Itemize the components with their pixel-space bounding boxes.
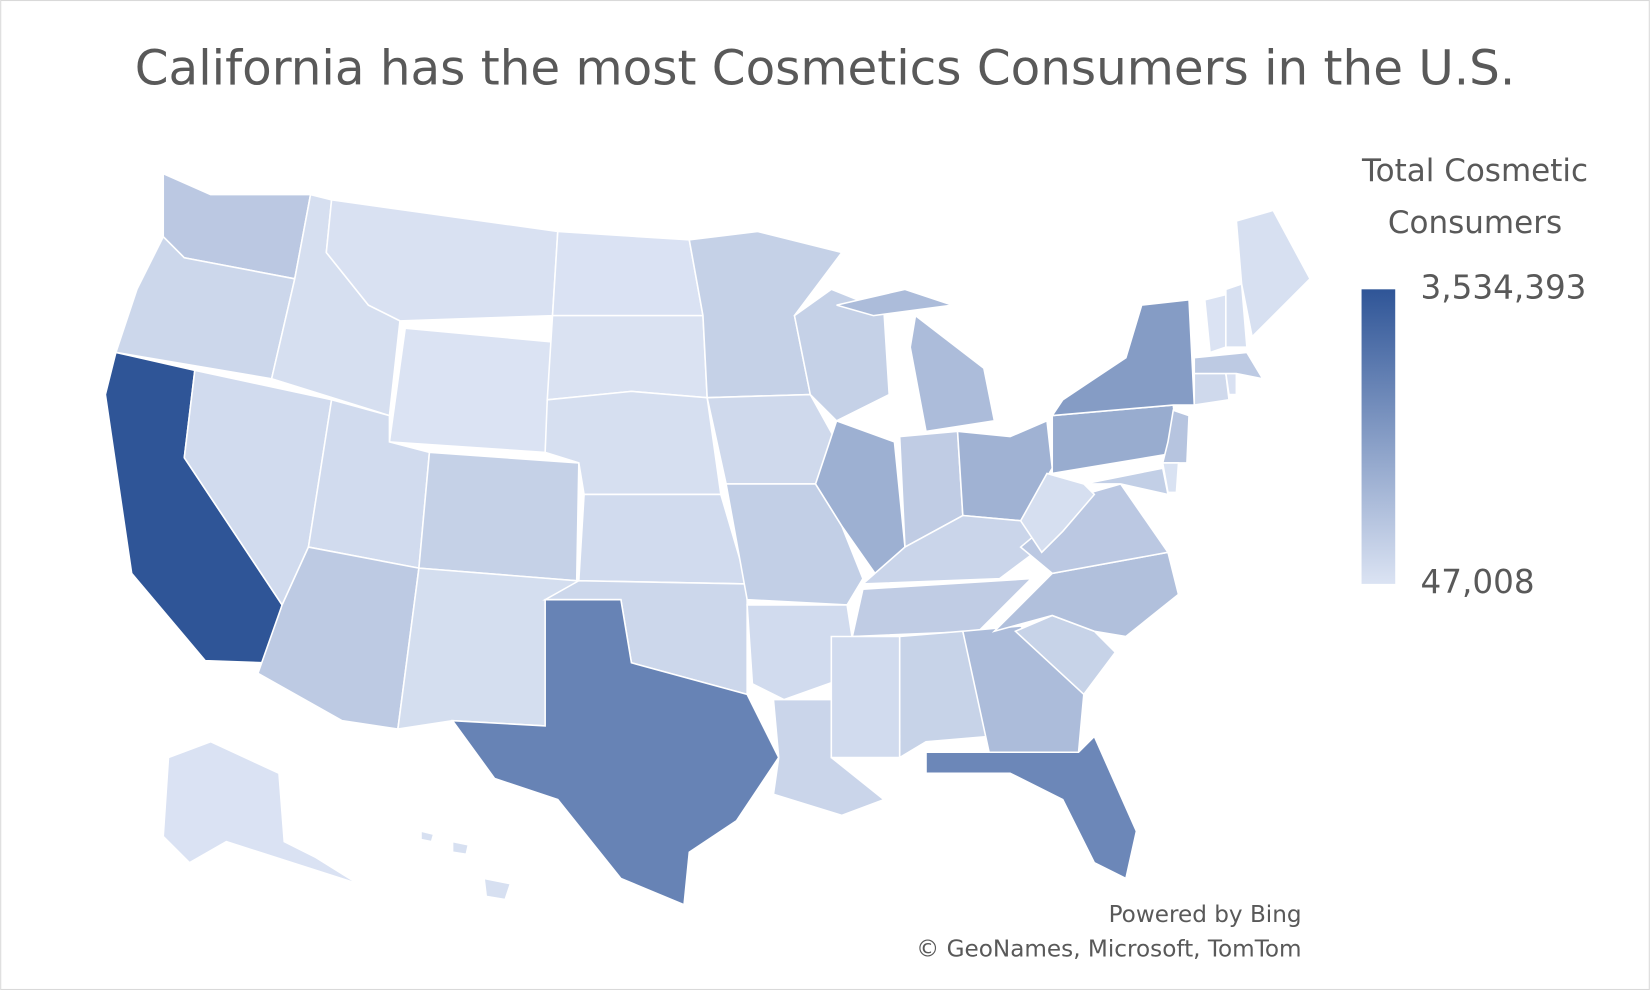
regions [104,172,1311,906]
state [577,493,749,585]
state [925,735,1138,880]
state [1050,298,1196,417]
state [388,327,554,454]
state [1013,614,1117,696]
state [418,451,580,582]
state [551,230,704,317]
colorbar-label: 3,534,393 [1420,268,1586,306]
colorbar [1361,289,1396,584]
state [746,604,859,701]
state [793,288,890,422]
state [1225,282,1248,348]
attribution: Powered by Bing [1109,902,1302,928]
state [1193,351,1265,380]
state [898,630,991,759]
chart-title: California has the most Cosmetics Consum… [135,41,1515,97]
state [546,314,709,401]
state [836,288,996,433]
state [420,830,512,901]
state [1161,462,1180,494]
state [1083,467,1169,496]
legend-title: Total Cosmetic Consumers [1361,153,1589,241]
state [1193,372,1230,406]
state [851,577,1034,638]
state [1235,209,1311,339]
state [706,393,838,485]
colorbar-label: 47,008 [1420,563,1534,601]
attribution: © GeoNames, Microsoft, TomTom [916,937,1301,963]
state [830,635,901,759]
state [450,598,780,906]
state [1019,472,1096,554]
state [162,740,359,885]
